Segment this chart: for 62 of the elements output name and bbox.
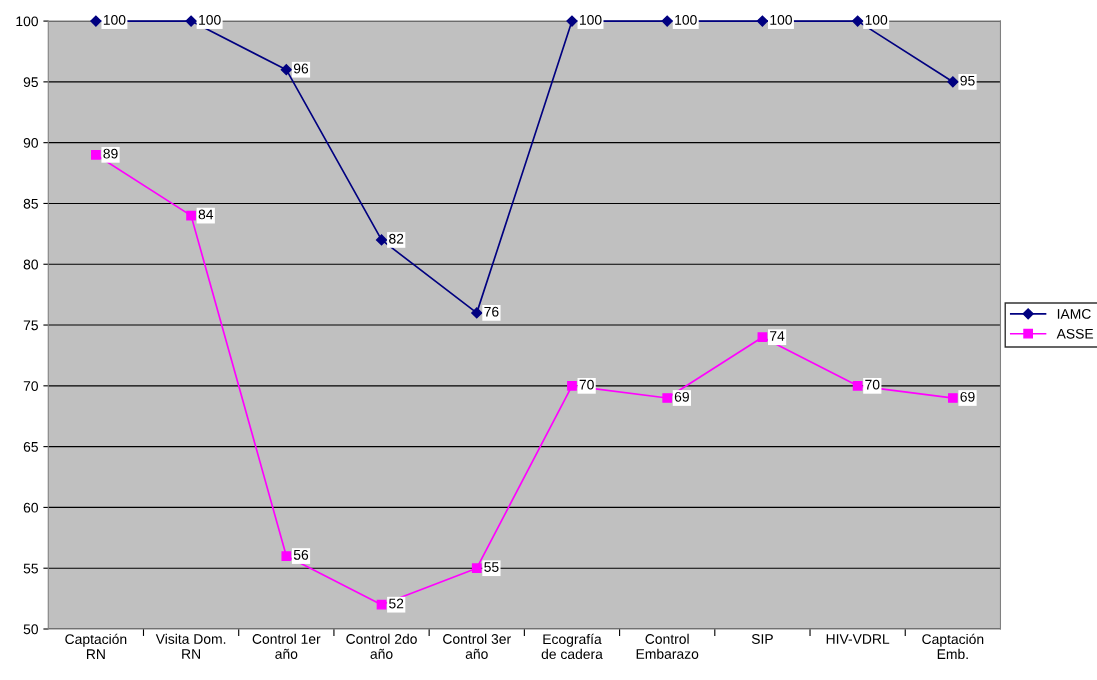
data-label: 96 [293, 63, 309, 74]
x-tick-label: Captación RN [65, 633, 127, 659]
y-tick-label: 60 [23, 502, 38, 513]
point [375, 234, 388, 246]
y-tick-label: 80 [23, 259, 38, 270]
point [947, 393, 958, 403]
x-tick-label: SIP [751, 634, 773, 644]
y-tick-label: 55 [23, 563, 38, 574]
point [186, 210, 196, 221]
data-label: 89 [103, 148, 118, 159]
point [662, 393, 673, 403]
data-label: 100 [103, 14, 126, 25]
y-tick-label: 70 [23, 381, 38, 391]
data-label: 95 [960, 75, 975, 86]
data-label: 84 [198, 209, 214, 220]
point [90, 15, 102, 27]
point [852, 15, 864, 27]
x-tick-label: Control 2do año [346, 633, 417, 659]
data-label: 100 [675, 14, 697, 25]
x-tick-label: Control 3er año [443, 633, 511, 659]
point [567, 380, 577, 391]
data-label: 74 [770, 331, 785, 341]
x-tick-label: Control 1er año [252, 633, 321, 659]
y-tick-label: 90 [23, 138, 38, 148]
data-label: 70 [579, 379, 594, 390]
data-label: 52 [389, 598, 404, 609]
legend-label: ASSE [1056, 328, 1094, 339]
x-tick-label: Captación Emb. [922, 633, 984, 660]
y-tick-label: 50 [23, 624, 38, 635]
point [852, 380, 863, 391]
y-tick-label: 65 [23, 441, 38, 452]
y-tick-label: 95 [23, 77, 38, 88]
data-label: 100 [865, 14, 888, 25]
point [471, 307, 483, 319]
y-tick-label: 100 [16, 16, 38, 27]
data-label: 69 [674, 391, 689, 402]
data-label: 100 [579, 14, 602, 25]
data-label: 82 [389, 233, 404, 244]
point [756, 15, 769, 27]
data-label: 70 [865, 379, 880, 390]
point [471, 563, 482, 574]
point [757, 332, 768, 343]
point [947, 76, 959, 88]
point [661, 15, 673, 27]
y-tick-label: 75 [23, 320, 38, 331]
data-label: 69 [960, 391, 975, 402]
data-label: 100 [770, 14, 792, 25]
data-label: 55 [484, 562, 499, 572]
data-label: 100 [199, 14, 221, 25]
point [281, 551, 292, 561]
data-label: 56 [293, 549, 309, 560]
x-tick-label: Control Embarazo [636, 633, 699, 659]
data-label: 76 [484, 306, 499, 317]
point [91, 149, 101, 160]
point [280, 64, 292, 76]
legend-label: IAMC [1057, 308, 1091, 319]
point [185, 15, 197, 27]
x-tick-label: Visita Dom. RN [155, 633, 226, 659]
x-tick-label: Ecografía de cadera [541, 633, 603, 660]
y-tick-label: 85 [23, 198, 38, 209]
x-tick-label: HIV-VDRL [826, 634, 890, 644]
point [376, 599, 387, 610]
